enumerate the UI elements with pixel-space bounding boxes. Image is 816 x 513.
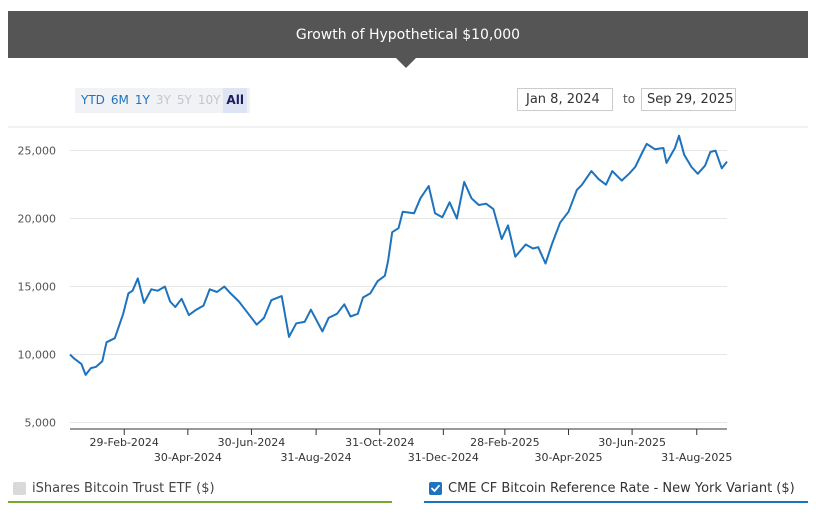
- y-tick-label: 25,000: [18, 145, 57, 158]
- y-tick-label: 5,000: [25, 417, 57, 430]
- y-axis-labels: 5,000 10,000 15,000 20,000 25,000: [18, 145, 57, 430]
- legend-label-ishares: iShares Bitcoin Trust ETF ($): [32, 480, 215, 496]
- legend-item-ishares[interactable]: iShares Bitcoin Trust ETF ($): [8, 475, 392, 503]
- chart-title: Growth of Hypothetical $10,000: [295, 26, 521, 43]
- date-to-input[interactable]: Sep 29, 2025: [641, 88, 736, 111]
- x-tick-label: 28-Feb-2025: [470, 436, 539, 449]
- x-axis-ticks: 29-Feb-2024 30-Apr-2024 30-Jun-2024 31-Aug-…: [90, 429, 732, 464]
- legend-checkbox-checked[interactable]: [429, 481, 442, 495]
- y-tick-label: 20,000: [18, 213, 57, 226]
- legend-label-cme: CME CF Bitcoin Reference Rate - New York…: [448, 480, 795, 496]
- x-tick-label: 31-Dec-2024: [408, 451, 479, 464]
- range-all-button[interactable]: All: [223, 88, 247, 113]
- x-tick-label: 31-Aug-2025: [661, 451, 732, 464]
- legend-checkbox-unchecked[interactable]: [13, 481, 26, 495]
- chart-gridlines: [70, 150, 727, 423]
- x-tick-label: 30-Jun-2025: [598, 436, 666, 449]
- range-3y-button: 3Y: [155, 93, 171, 107]
- range-ytd-button[interactable]: YTD: [81, 93, 105, 107]
- range-5y-button: 5Y: [176, 93, 192, 107]
- date-from-input[interactable]: Jan 8, 2024: [517, 88, 613, 111]
- check-icon: [431, 484, 440, 492]
- series-line-cme-cf-brr: [69, 134, 728, 376]
- range-1y-button[interactable]: 1Y: [134, 93, 150, 107]
- x-tick-label: 31-Oct-2024: [345, 436, 414, 449]
- y-tick-label: 15,000: [18, 281, 57, 294]
- x-tick-label: 30-Apr-2025: [534, 451, 602, 464]
- range-10y-button: 10Y: [197, 93, 221, 107]
- x-tick-label: 31-Aug-2024: [281, 451, 352, 464]
- range-selector: YTD 6M 1Y 3Y 5Y 10Y All: [75, 88, 250, 113]
- chart-header: Growth of Hypothetical $10,000: [8, 11, 808, 58]
- legend-item-cme[interactable]: CME CF Bitcoin Reference Rate - New York…: [424, 475, 808, 503]
- x-tick-label: 30-Apr-2024: [154, 451, 222, 464]
- header-pointer-arrow: [396, 58, 416, 68]
- y-tick-label: 10,000: [18, 349, 57, 362]
- x-tick-label: 29-Feb-2024: [90, 436, 159, 449]
- range-6m-button[interactable]: 6M: [110, 93, 129, 107]
- date-range-separator: to: [623, 92, 636, 106]
- x-tick-label: 30-Jun-2024: [218, 436, 286, 449]
